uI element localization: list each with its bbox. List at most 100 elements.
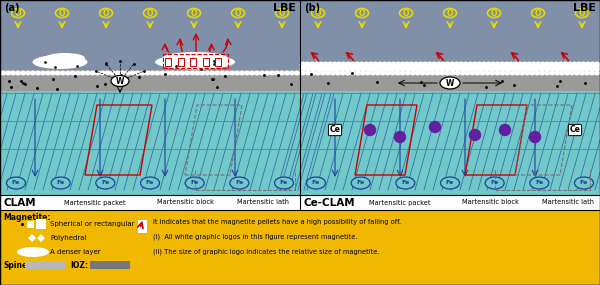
Bar xyxy=(0,210,600,285)
Bar xyxy=(36,219,46,229)
Ellipse shape xyxy=(434,70,440,76)
Text: O: O xyxy=(359,9,365,17)
Ellipse shape xyxy=(574,70,580,76)
Ellipse shape xyxy=(509,70,515,76)
Ellipse shape xyxy=(381,62,388,68)
Ellipse shape xyxy=(351,177,370,189)
Ellipse shape xyxy=(154,70,160,76)
Ellipse shape xyxy=(405,66,412,72)
Ellipse shape xyxy=(249,70,255,76)
Ellipse shape xyxy=(593,66,600,72)
Ellipse shape xyxy=(455,66,462,72)
Ellipse shape xyxy=(160,70,166,76)
Ellipse shape xyxy=(571,62,578,68)
Bar xyxy=(203,58,209,66)
Ellipse shape xyxy=(259,70,265,76)
Ellipse shape xyxy=(505,66,512,72)
Ellipse shape xyxy=(539,62,546,68)
Ellipse shape xyxy=(514,70,520,76)
Ellipse shape xyxy=(115,70,121,76)
Ellipse shape xyxy=(385,62,392,68)
Text: O: O xyxy=(447,9,453,17)
Ellipse shape xyxy=(479,70,485,76)
Text: Fe: Fe xyxy=(235,180,244,186)
Ellipse shape xyxy=(569,70,575,76)
Ellipse shape xyxy=(464,70,470,76)
Ellipse shape xyxy=(89,70,95,76)
Ellipse shape xyxy=(440,70,446,76)
Bar xyxy=(138,220,147,233)
Ellipse shape xyxy=(25,70,31,76)
Ellipse shape xyxy=(40,55,70,65)
Ellipse shape xyxy=(416,66,423,72)
Text: Fe: Fe xyxy=(146,180,154,186)
Ellipse shape xyxy=(484,70,490,76)
Ellipse shape xyxy=(390,62,397,68)
Ellipse shape xyxy=(345,62,352,68)
Ellipse shape xyxy=(527,66,534,72)
Ellipse shape xyxy=(427,66,434,72)
Ellipse shape xyxy=(499,66,506,72)
Ellipse shape xyxy=(325,70,331,76)
Ellipse shape xyxy=(370,70,376,76)
Text: O: O xyxy=(15,9,21,17)
Ellipse shape xyxy=(279,70,285,76)
Ellipse shape xyxy=(466,66,473,72)
Text: (b): (b) xyxy=(304,3,320,13)
Ellipse shape xyxy=(494,62,501,68)
Circle shape xyxy=(395,131,406,142)
Ellipse shape xyxy=(383,66,390,72)
Ellipse shape xyxy=(589,70,595,76)
Ellipse shape xyxy=(521,66,529,72)
Ellipse shape xyxy=(371,66,379,72)
Ellipse shape xyxy=(179,70,185,76)
Text: Fe: Fe xyxy=(535,180,544,186)
Ellipse shape xyxy=(562,62,569,68)
Text: O: O xyxy=(235,9,241,17)
Ellipse shape xyxy=(575,177,593,189)
Text: It indicates that the magnetite pellets have a high possibility of falling off.: It indicates that the magnetite pellets … xyxy=(153,219,401,225)
Ellipse shape xyxy=(481,62,487,68)
Text: Fe: Fe xyxy=(491,180,499,186)
Ellipse shape xyxy=(408,62,415,68)
Ellipse shape xyxy=(304,62,311,68)
Ellipse shape xyxy=(0,70,6,76)
Ellipse shape xyxy=(426,62,433,68)
Text: Fe: Fe xyxy=(56,180,65,186)
Ellipse shape xyxy=(40,70,46,76)
Ellipse shape xyxy=(269,70,275,76)
Ellipse shape xyxy=(317,62,325,68)
Ellipse shape xyxy=(380,70,386,76)
Polygon shape xyxy=(37,234,45,242)
Text: Spinel:: Spinel: xyxy=(3,260,33,270)
Ellipse shape xyxy=(444,66,451,72)
Ellipse shape xyxy=(530,62,537,68)
Ellipse shape xyxy=(564,70,570,76)
Text: Martensitic packet: Martensitic packet xyxy=(369,200,431,205)
Ellipse shape xyxy=(75,70,81,76)
Ellipse shape xyxy=(440,177,460,189)
Ellipse shape xyxy=(463,62,469,68)
Ellipse shape xyxy=(516,66,523,72)
Ellipse shape xyxy=(499,70,505,76)
Ellipse shape xyxy=(311,66,317,72)
Ellipse shape xyxy=(349,66,356,72)
Ellipse shape xyxy=(554,70,560,76)
Ellipse shape xyxy=(445,70,451,76)
Ellipse shape xyxy=(431,62,437,68)
Ellipse shape xyxy=(104,70,110,76)
Ellipse shape xyxy=(70,70,76,76)
Ellipse shape xyxy=(85,70,91,76)
Ellipse shape xyxy=(584,70,590,76)
Ellipse shape xyxy=(394,66,401,72)
Ellipse shape xyxy=(224,70,230,76)
Ellipse shape xyxy=(140,177,160,189)
Bar xyxy=(163,54,228,68)
Bar xyxy=(300,70,600,91)
Ellipse shape xyxy=(355,66,362,72)
Polygon shape xyxy=(28,234,36,242)
Ellipse shape xyxy=(310,70,316,76)
Ellipse shape xyxy=(475,70,481,76)
Ellipse shape xyxy=(164,70,170,76)
Text: IOZ:: IOZ: xyxy=(70,260,88,270)
